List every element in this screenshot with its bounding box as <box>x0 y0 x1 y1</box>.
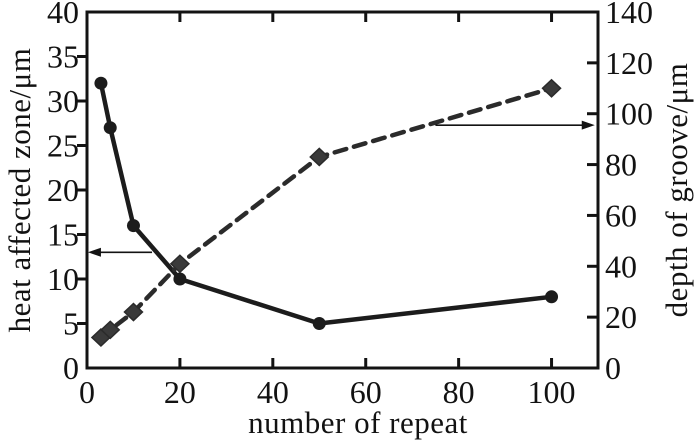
data-point-diamond <box>541 78 562 98</box>
right-y-tick-label: 0 <box>605 350 621 386</box>
x-axis-title: number of repeat <box>248 405 468 440</box>
plot-frame <box>85 10 600 370</box>
right-y-tick-label: 100 <box>605 96 653 132</box>
left-y-tick-label: 25 <box>47 128 79 164</box>
data-point-diamond <box>309 147 330 167</box>
left-y-axis-title: heat affected zone/μm <box>2 48 37 333</box>
right-y-tick-label: 120 <box>605 45 653 81</box>
data-point-circle <box>94 76 108 90</box>
x-tick-label: 80 <box>443 374 475 410</box>
data-point-circle <box>103 121 117 135</box>
right-y-tick-label: 20 <box>605 299 637 335</box>
left-y-tick-label: 35 <box>47 39 79 75</box>
annotation-arrow-head-left <box>87 247 101 257</box>
left-y-tick-label: 40 <box>47 0 79 30</box>
left-y-tick-label: 15 <box>47 217 79 253</box>
right-y-tick-label: 40 <box>605 248 637 284</box>
x-tick-label: 60 <box>350 374 382 410</box>
x-tick-label: 40 <box>257 374 289 410</box>
right-y-tick-label: 80 <box>605 147 637 183</box>
data-point-circle <box>312 317 326 330</box>
right-y-axis-title: depth of groove/μm <box>659 63 694 318</box>
data-point-circle <box>545 290 559 304</box>
left-y-tick-label: 30 <box>47 83 79 119</box>
data-point-diamond <box>169 254 191 274</box>
left-y-tick-label: 5 <box>63 306 79 342</box>
x-tick-label: 20 <box>164 374 196 410</box>
left-y-tick-label: 10 <box>47 261 79 297</box>
right-y-tick-label: 140 <box>605 0 653 30</box>
data-point-diamond <box>123 302 144 322</box>
x-tick-label: 0 <box>79 374 95 410</box>
data-point-circle <box>173 272 187 286</box>
left-y-tick-label: 0 <box>63 350 79 386</box>
series-line-heat-affected-zone <box>98 80 554 326</box>
annotation-arrow-head-right <box>581 120 595 130</box>
left-y-tick-label: 20 <box>47 172 79 208</box>
right-y-tick-label: 60 <box>605 197 637 233</box>
data-point-diamond <box>100 320 121 340</box>
x-tick-label: 100 <box>528 374 576 410</box>
data-point-circle <box>126 219 140 233</box>
